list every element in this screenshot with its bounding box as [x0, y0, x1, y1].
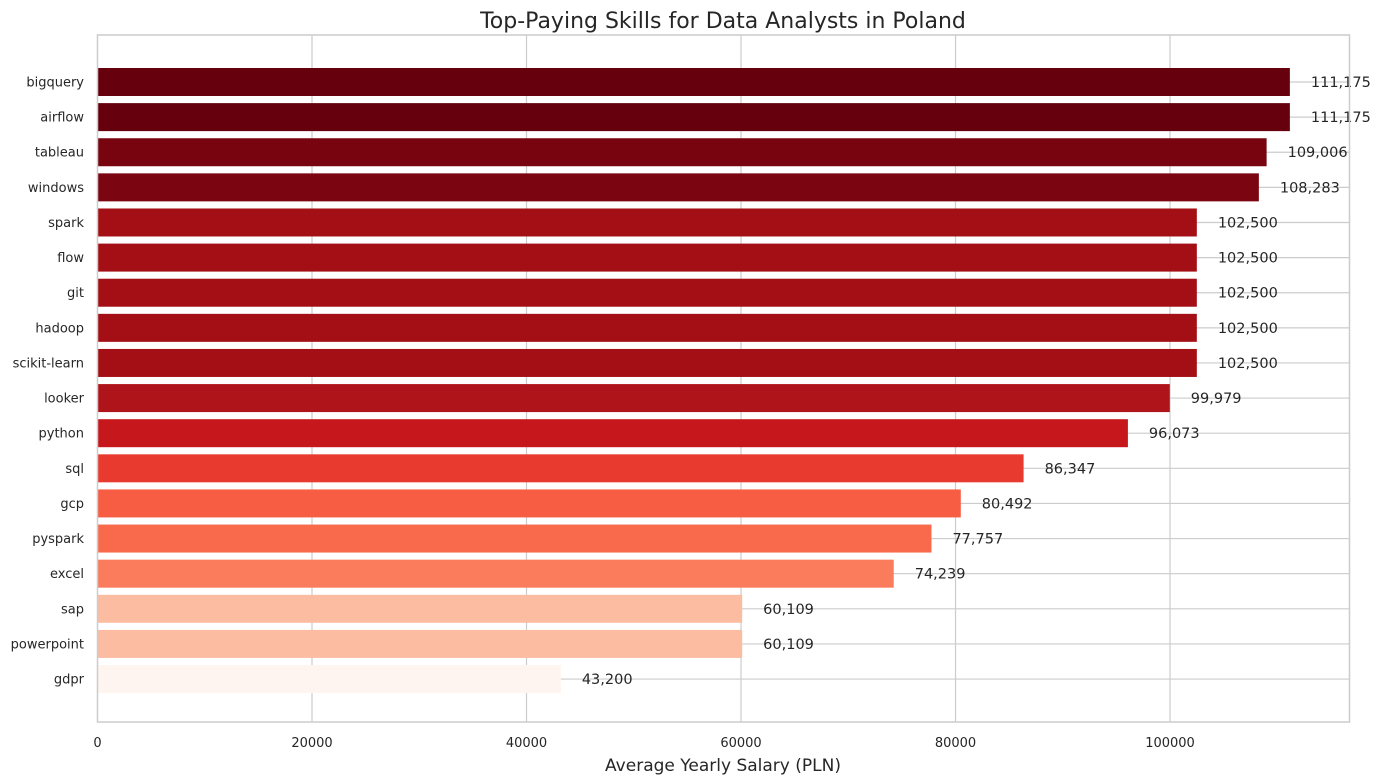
y-tick-label-looker: looker [44, 392, 85, 407]
data-labels: 111,175 111,175 109,006 108,283 102,500 102,5… [582, 75, 1371, 688]
y-tick-label-hadoop: hadoop [35, 321, 84, 336]
bar-gdpr [97, 665, 561, 694]
data-label-hadoop: 102,500 [1218, 321, 1278, 337]
bar-spark [97, 208, 1197, 237]
x-tick-label: 80000 [935, 736, 976, 751]
y-tick-label-excel: excel [50, 567, 84, 582]
y-tick-label-tableau: tableau [35, 146, 84, 161]
bar-powerpoint [97, 629, 743, 658]
bar-python [97, 419, 1128, 448]
data-label-pyspark: 77,757 [952, 532, 1003, 548]
data-label-scikit-learn: 102,500 [1218, 356, 1278, 372]
y-tick-label-sql: sql [65, 462, 84, 477]
data-label-sql: 86,347 [1045, 461, 1096, 477]
bar-gcp [97, 489, 961, 518]
data-label-tableau: 109,006 [1288, 145, 1348, 161]
y-tick-label-airflow: airflow [40, 111, 84, 126]
x-tick-label: 20000 [291, 736, 332, 751]
x-tick-label: 100000 [1145, 736, 1195, 751]
bar-airflow [97, 103, 1290, 132]
data-label-python: 96,073 [1149, 426, 1200, 442]
y-tick-label-spark: spark [48, 216, 84, 231]
y-tick-label-gdpr: gdpr [54, 673, 85, 688]
bar-git [97, 278, 1197, 307]
y-tick-label-git: git [67, 286, 84, 301]
y-tick-label-scikit-learn: scikit-learn [13, 356, 84, 371]
data-label-airflow: 111,175 [1311, 110, 1371, 126]
plot-frame [96, 34, 1351, 723]
x-tick-label: 0 [93, 736, 101, 751]
x-tick-label: 40000 [506, 736, 547, 751]
bar-excel [97, 559, 894, 588]
bar-looker [97, 384, 1170, 413]
bar-hadoop [97, 313, 1197, 342]
bar-tableau [97, 138, 1267, 167]
bars [97, 68, 1290, 694]
x-axis-title: Average Yearly Salary (PLN) [605, 756, 841, 776]
data-label-flow: 102,500 [1218, 251, 1278, 267]
y-tick-label-python: python [39, 427, 84, 442]
y-tick-label-windows: windows [28, 181, 84, 196]
bar-flow [97, 243, 1197, 272]
x-tick-labels: 0 20000 40000 60000 80000 100000 [93, 736, 1194, 751]
bar-pyspark [97, 524, 932, 553]
bar-sap [97, 594, 743, 623]
y-tick-label-gcp: gcp [60, 497, 84, 512]
bar-bigquery [97, 68, 1290, 96]
y-tick-label-bigquery: bigquery [26, 76, 84, 91]
x-tick-label: 60000 [720, 736, 761, 751]
data-label-looker: 99,979 [1191, 391, 1242, 407]
y-tick-label-powerpoint: powerpoint [11, 637, 84, 652]
bar-scikit-learn [97, 348, 1197, 377]
chart-title: Top-Paying Skills for Data Analysts in P… [479, 9, 966, 34]
bar-sql [97, 454, 1024, 483]
data-label-gcp: 80,492 [982, 496, 1033, 512]
data-label-gdpr: 43,200 [582, 672, 633, 688]
data-label-bigquery: 111,175 [1311, 75, 1371, 91]
y-tick-label-flow: flow [57, 251, 84, 266]
y-tick-label-pyspark: pyspark [32, 532, 84, 547]
y-tick-labels: bigquery airflow tableau windows spark flow gi… [11, 76, 85, 688]
data-label-excel: 74,239 [915, 567, 966, 583]
data-label-powerpoint: 60,109 [763, 637, 814, 653]
data-label-spark: 102,500 [1218, 215, 1278, 231]
bar-windows [97, 173, 1259, 202]
data-label-sap: 60,109 [763, 602, 814, 618]
y-tick-label-sap: sap [61, 602, 84, 617]
data-label-windows: 108,283 [1280, 180, 1340, 196]
data-label-git: 102,500 [1218, 286, 1278, 302]
